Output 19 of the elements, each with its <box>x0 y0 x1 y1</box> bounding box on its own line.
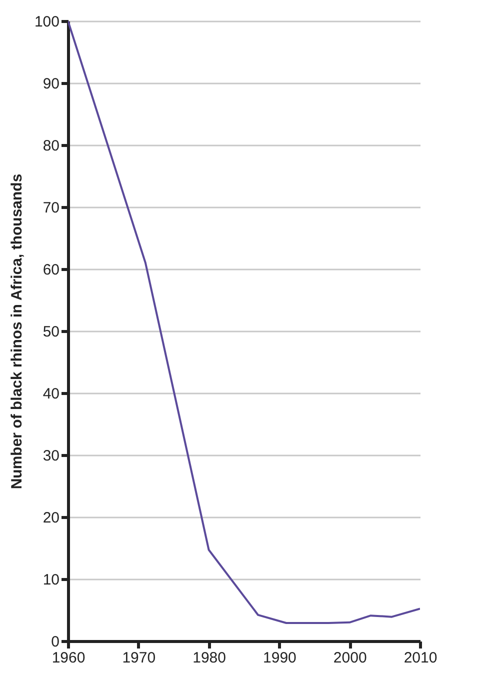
y-tick-label: 40 <box>42 386 60 402</box>
y-tick-label: 100 <box>34 14 60 30</box>
y-tick-label: 60 <box>42 262 60 278</box>
y-axis-title: Number of black rhinos in Africa, thousands <box>8 174 26 490</box>
x-tick-label: 2000 <box>333 650 367 666</box>
x-tick-label: 1960 <box>52 650 86 666</box>
line-series <box>68 21 420 624</box>
x-tick-label: 2010 <box>404 650 438 666</box>
y-tick-label: 90 <box>42 76 60 92</box>
y-tick-label: 0 <box>51 634 60 650</box>
y-tick-label: 70 <box>42 200 60 216</box>
y-tick-label: 10 <box>42 572 60 588</box>
x-tick-label: 1970 <box>122 650 156 666</box>
y-tick-label: 20 <box>42 510 60 526</box>
y-tick-label: 50 <box>42 324 60 340</box>
x-tick-label: 1980 <box>192 650 226 666</box>
x-tick-label: 1990 <box>263 650 296 666</box>
y-tick-label: 30 <box>42 448 60 464</box>
y-tick-label: 80 <box>42 138 60 154</box>
